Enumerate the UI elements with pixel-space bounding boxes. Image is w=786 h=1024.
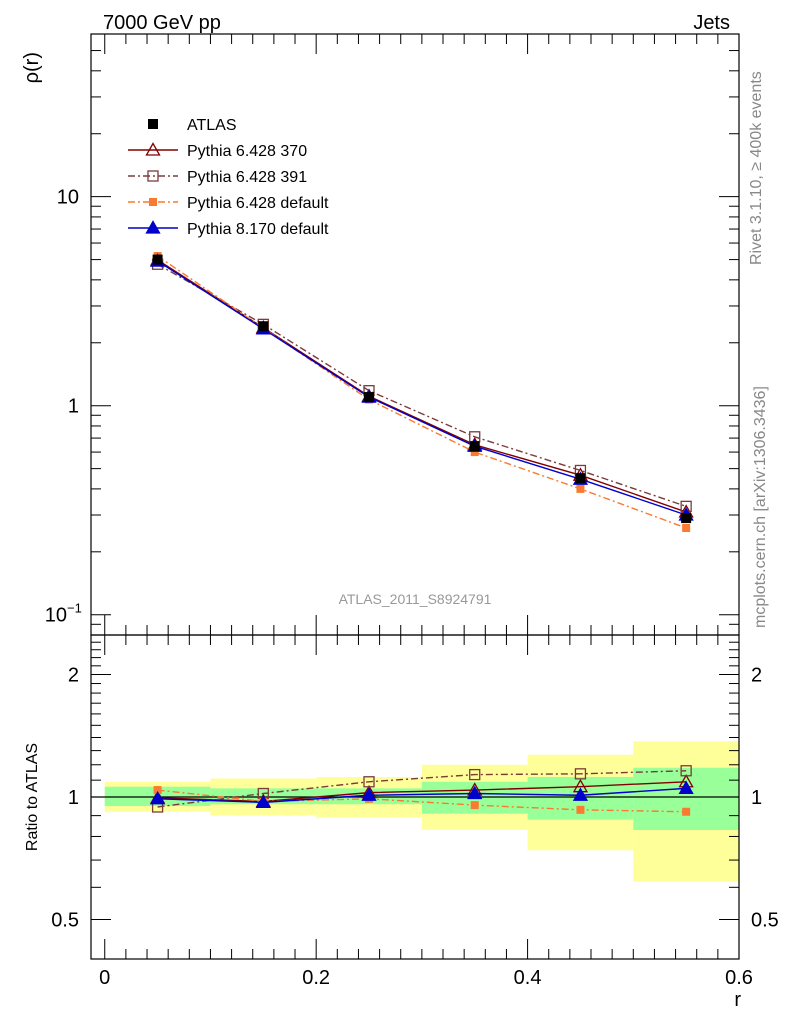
legend-label-0: ATLAS <box>187 117 237 134</box>
legend: ATLAS Pythia 6.428 370 Pythia 6.428 391 Pyt… <box>128 117 329 238</box>
legend-label-1: Pythia 6.428 370 <box>187 143 307 160</box>
x-axis-title: r <box>734 989 741 1011</box>
ratio-uncertainty-bands <box>104 741 739 882</box>
main-series-1-line <box>157 263 687 508</box>
main-y-tick-exponent: −1 <box>67 601 82 616</box>
legend-marker-0 <box>148 119 158 129</box>
ratio-series-3-point <box>467 785 483 800</box>
ratio-y-tick-label-right: 1 <box>751 787 762 809</box>
ratio-y-tick-label: 0.5 <box>51 910 79 932</box>
main-data-atlas-point <box>469 441 480 452</box>
main-y-axis-title: ρ(r) <box>21 52 43 83</box>
main-data-atlas-point <box>258 321 269 332</box>
ratio-band-inner <box>633 767 739 830</box>
main-series-2-point <box>682 523 691 532</box>
main-series-3-line <box>157 260 687 516</box>
legend-marker-4 <box>145 220 161 234</box>
ratio-y-axis-title: Ratio to ATLAS <box>24 743 41 851</box>
ratio-series-2-point <box>576 805 585 814</box>
ratio-series-3-point <box>149 790 166 805</box>
main-y-tick-label: 10 <box>45 605 67 627</box>
x-tick-label: 0.2 <box>302 967 330 989</box>
header-category: Jets <box>693 12 730 34</box>
main-data-atlas-point <box>364 392 375 403</box>
ratio-series-2-point <box>153 786 162 795</box>
legend-label-2: Pythia 6.428 391 <box>187 169 307 186</box>
ratio-series-2-point <box>470 801 479 810</box>
main-series-0-line <box>157 259 687 513</box>
ratio-y-tick-label: 1 <box>68 787 79 809</box>
legend-label-3: Pythia 6.428 default <box>187 195 329 212</box>
ratio-series-1-point <box>469 768 481 781</box>
main-series <box>149 252 694 532</box>
legend-label-4: Pythia 8.170 default <box>187 221 329 238</box>
ratio-series-3-point <box>572 787 589 801</box>
main-y-tick-label: 1 <box>68 396 79 418</box>
ratio-series <box>149 765 694 816</box>
main-series-2-point <box>470 448 479 457</box>
ratio-y-tick-label-right: 2 <box>751 664 762 686</box>
legend-marker-1 <box>145 142 161 156</box>
ratio-series-3-point <box>255 794 271 809</box>
ratio-series-1-point <box>680 765 692 777</box>
ratio-series-1-point <box>574 768 587 780</box>
ratio-series-3-line <box>157 787 687 804</box>
x-tick-label: 0.4 <box>514 967 542 989</box>
legend-marker-3 <box>149 198 157 206</box>
ratio-series-1-point <box>363 776 375 788</box>
ratio-series-3-point <box>678 780 694 795</box>
x-tick-label: 0.6 <box>725 967 753 989</box>
main-series-2-point <box>576 484 585 493</box>
ratio-series-2-line <box>157 789 687 813</box>
legend-marker-2 <box>147 170 159 182</box>
rivet-label: Rivet 3.1.10, ≥ 400k events <box>748 71 765 265</box>
main-data-atlas-point <box>575 473 586 484</box>
main-series-2-line <box>157 255 687 529</box>
ratio-y-tick-label-right: 0.5 <box>751 910 779 932</box>
ratio-series-1-line <box>157 770 687 808</box>
main-y-tick-label: 10 <box>57 187 79 209</box>
ratio-series-3-point <box>361 787 377 801</box>
ratio-y-tick-label: 2 <box>68 664 79 686</box>
ratio-series-0-line <box>157 781 687 803</box>
source-label: mcplots.cern.ch [arXiv:1306.3436] <box>752 386 769 628</box>
main-data-atlas-point <box>152 254 163 265</box>
analysis-id: ATLAS_2011_S8924791 <box>339 591 492 607</box>
ratio-series-2-point <box>682 807 691 816</box>
x-tick-label: 0 <box>99 967 110 989</box>
header-energy: 7000 GeV pp <box>103 12 221 34</box>
main-data-atlas-point <box>681 513 692 524</box>
